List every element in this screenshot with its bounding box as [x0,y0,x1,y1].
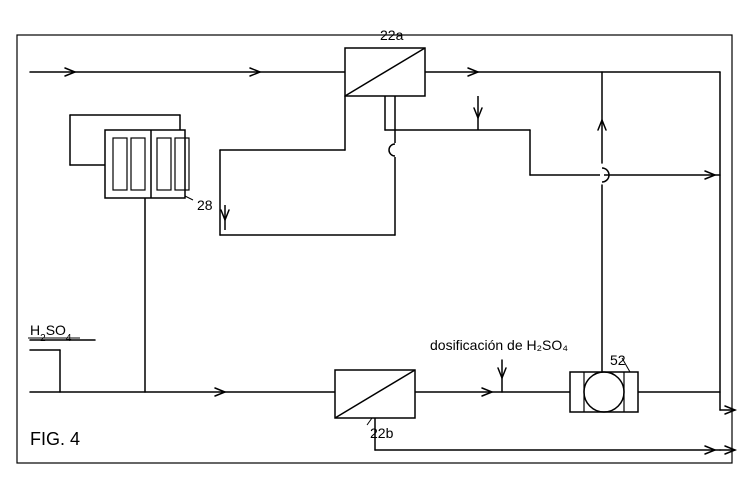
figure-label: FIG. 4 [30,429,80,449]
label-28: 28 [197,197,213,213]
label-22b: 22b [370,425,394,441]
process-flow-diagram: 22a22b2852dosificación de H₂SO₄H2SO4FIG.… [0,0,750,503]
unit-52 [570,372,638,412]
label-22a: 22a [380,27,404,43]
label-dosing: dosificación de H₂SO₄ [430,337,568,353]
label-52: 52 [610,352,626,368]
